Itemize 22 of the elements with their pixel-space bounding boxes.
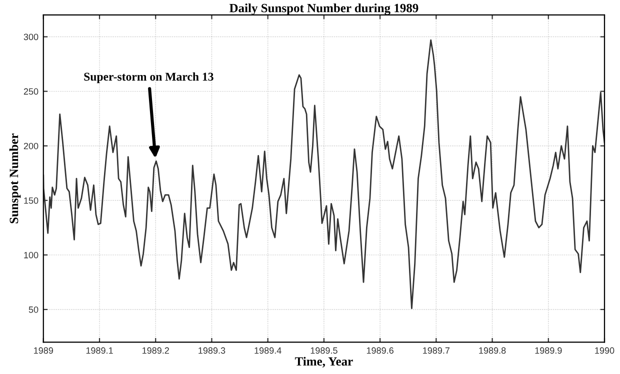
x-tick-label: 1989.8: [479, 347, 506, 354]
x-tick-label: 1989.9: [535, 347, 562, 354]
y-tick-label: 50: [28, 306, 38, 313]
x-tick-label: 1989.1: [86, 347, 113, 354]
x-tick-label: 1989.2: [142, 347, 169, 354]
line-series: [43, 39, 604, 310]
x-tick-label: 1989.5: [310, 347, 338, 354]
y-tick-label: 150: [24, 197, 38, 204]
x-tick-label: 1989.3: [198, 347, 226, 354]
x-tick-label: 1990: [595, 347, 614, 354]
y-tick-label: 100: [24, 252, 38, 258]
x-axis-title: Time, Year: [294, 356, 353, 368]
y-tick-label: 300: [24, 34, 38, 40]
x-tick-label: 1989: [34, 347, 54, 354]
annotation: Super-storm on March 13: [84, 72, 214, 84]
x-tick-label: 1989.4: [254, 347, 282, 354]
x-tick-label: 1989.7: [423, 347, 450, 354]
chart-title: Daily Sunspot Number during 1989: [229, 4, 418, 15]
x-tick-label: 1989.6: [366, 347, 394, 354]
y-tick-label: 250: [24, 88, 38, 95]
y-axis-title: Sunspot Number: [9, 134, 21, 224]
y-tick-label: 200: [24, 142, 38, 150]
